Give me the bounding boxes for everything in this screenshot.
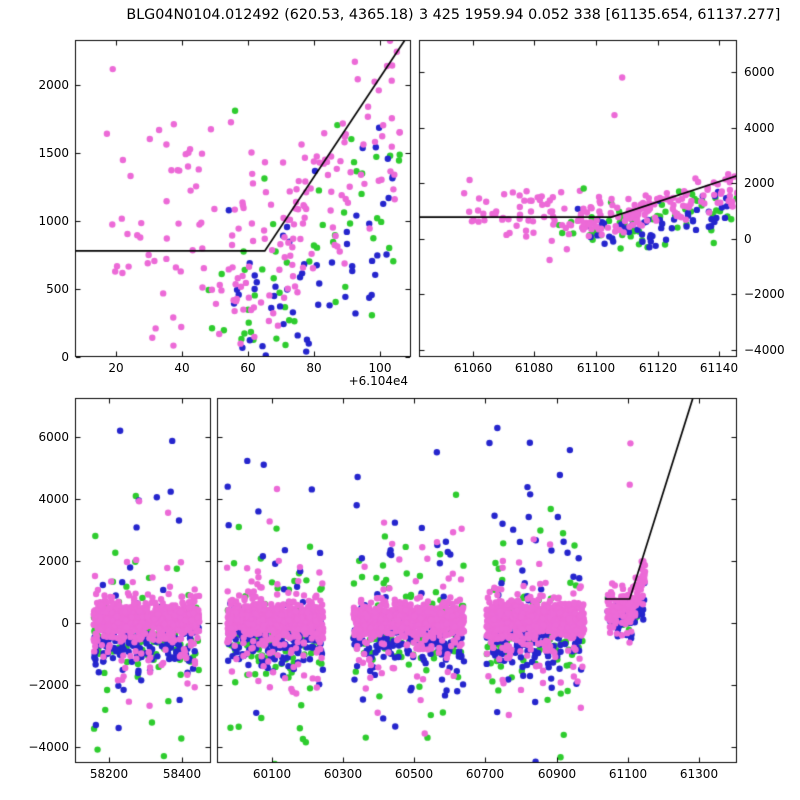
y-tick-label: −4000 — [28, 740, 69, 754]
plot-title-left: BLG04N0104.012492 (620.53, 4365.18) — [126, 7, 414, 23]
y-tick-label: 2000 — [744, 176, 775, 190]
y-tick-label: 0 — [744, 232, 752, 246]
x-tick-label: 60500 — [394, 767, 434, 781]
y-tick-label: 4000 — [38, 492, 69, 506]
y-tick-label: 1000 — [38, 214, 69, 228]
x-tick-label: 20 — [108, 361, 124, 375]
y-tick-label: 6000 — [38, 430, 69, 444]
x-tick-label: 61080 — [514, 361, 554, 375]
y-tick-label: 2000 — [38, 78, 69, 92]
x-tick-label: 61300 — [679, 767, 719, 781]
x-tick-label: 100 — [368, 361, 392, 375]
x-tick-label: 60900 — [537, 767, 577, 781]
y-tick-label: 6000 — [744, 65, 775, 79]
x-tick-label: 61120 — [638, 361, 678, 375]
x-tick-label: 61060 — [453, 361, 493, 375]
y-tick-label: −2000 — [744, 287, 785, 301]
x-tick-label: 80 — [306, 361, 322, 375]
x-tick-label: 60100 — [252, 767, 292, 781]
x-tick-label: 60700 — [465, 767, 505, 781]
y-tick-label: −2000 — [28, 678, 69, 692]
x-tick-label: 40 — [174, 361, 190, 375]
plot-title-right: 3 425 1959.94 0.052 338 [61135.654, 6113… — [419, 7, 781, 23]
x-tick-label: 61140 — [699, 361, 739, 375]
y-tick-label: 4000 — [744, 121, 775, 135]
y-tick-label: 500 — [46, 282, 69, 296]
x-tick-label: 60 — [240, 361, 256, 375]
y-tick-label: 0 — [61, 616, 69, 630]
y-tick-label: 2000 — [38, 554, 69, 568]
x-tick-label: 61100 — [608, 767, 648, 781]
y-tick-label: −4000 — [744, 343, 785, 357]
x-tick-label: 58200 — [89, 767, 129, 781]
x-tick-label: 60300 — [323, 767, 363, 781]
y-tick-label: 1500 — [38, 146, 69, 160]
x-tick-label: 58400 — [162, 767, 202, 781]
y-tick-label: 0 — [61, 350, 69, 364]
x-axis-offset-label: +6.104e4 — [348, 374, 408, 388]
x-tick-label: 61100 — [576, 361, 616, 375]
